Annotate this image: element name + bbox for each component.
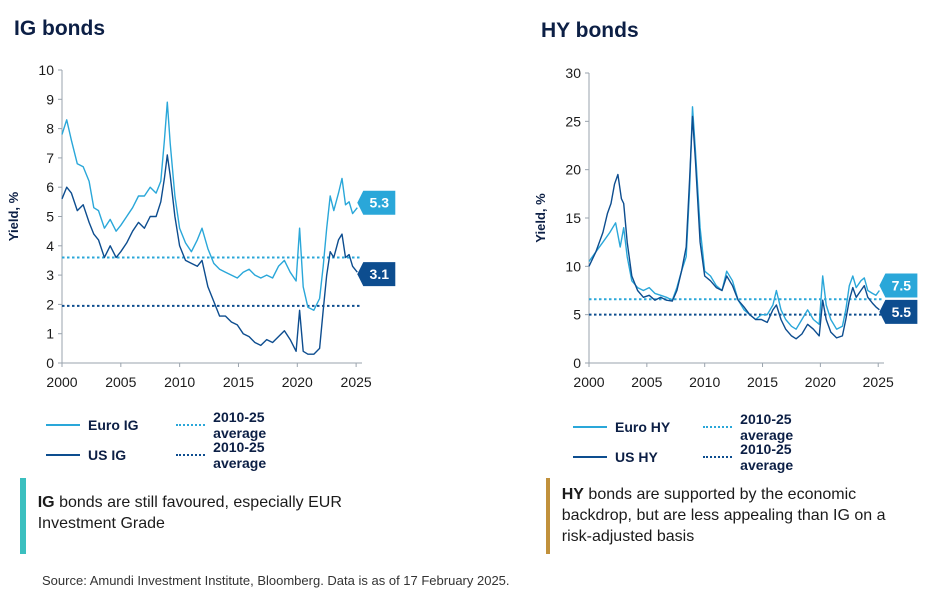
legend-swatch-us-hy — [573, 456, 607, 458]
legend-item-us-ig: US IG — [46, 447, 176, 463]
ig-y-tick-label: 4 — [46, 238, 54, 254]
legend-label-euro-hy-average: 2010-25 average — [740, 411, 794, 443]
ig-end-value-label-euro: 5.3 — [370, 195, 390, 211]
ig-legend: Euro IG 2010-25 average US IG 2010-25 av… — [46, 409, 306, 471]
ig-y-tick-label: 10 — [38, 62, 54, 78]
ig-x-tick-label: 2015 — [223, 374, 254, 390]
ig-y-axis-label: Yield, % — [6, 191, 21, 241]
legend-label-us-hy: US HY — [615, 449, 658, 465]
ig-y-tick-label: 7 — [46, 150, 54, 166]
hy-note-rest: bonds are supported by the economic back… — [561, 486, 886, 545]
hy-end-value-label-euro: 7.5 — [892, 278, 912, 294]
hy-x-tick-label: 2015 — [747, 374, 778, 390]
hy-legend: Euro HY 2010-25 average US HY 2010-25 av… — [573, 411, 833, 473]
hy-panel-title: HY bonds — [541, 19, 639, 42]
legend-swatch-euro-hy-average — [703, 426, 733, 428]
hy-y-axis-label: Yield, % — [533, 193, 548, 243]
ig-end-value-badge-us — [357, 262, 396, 287]
ig-x-tick-label: 2000 — [46, 374, 77, 390]
ig-note-rest: bonds are still favoured, especially EUR… — [37, 494, 342, 532]
hy-x-tick-label: 2000 — [573, 374, 604, 390]
legend-item-euro-hy-average: 2010-25 average — [703, 411, 833, 443]
ig-x-tick-label: 2010 — [164, 374, 195, 390]
ig-y-tick-label: 1 — [46, 326, 54, 342]
hy-end-value-badge-euro — [879, 273, 918, 298]
hy-y-tick-label: 0 — [573, 355, 581, 371]
legend-label-us-ig-average: 2010-25 average — [213, 439, 267, 471]
hy-x-tick-label: 2025 — [863, 374, 894, 390]
ig-note-bar — [20, 478, 26, 554]
legend-item-euro-ig-average: 2010-25 average — [176, 409, 306, 441]
ig-end-value-badge-euro — [357, 190, 396, 215]
legend-label-euro-ig-average: 2010-25 average — [213, 409, 267, 441]
hy-y-tick-label: 30 — [565, 65, 581, 81]
hy-end-value-badge-us — [879, 299, 918, 324]
ig-y-tick-label: 9 — [46, 91, 54, 107]
ig-x-tick-label: 2025 — [341, 374, 372, 390]
legend-label-euro-hy: Euro HY — [615, 419, 671, 435]
ig-y-tick-label: 8 — [46, 121, 54, 137]
legend-label-us-hy-average: 2010-25 average — [740, 441, 794, 473]
ig-y-tick-label: 6 — [46, 179, 54, 195]
legend-item-us-hy-average: 2010-25 average — [703, 441, 833, 473]
legend-swatch-euro-ig — [46, 424, 80, 426]
ig-y-tick-label: 5 — [46, 209, 54, 225]
legend-item-euro-hy: Euro HY — [573, 419, 703, 435]
hy-y-tick-label: 5 — [573, 307, 581, 323]
legend-item-euro-ig: Euro IG — [46, 417, 176, 433]
legend-item-us-ig-average: 2010-25 average — [176, 439, 306, 471]
hy-note-bar — [546, 478, 550, 554]
hy-note-text: HY bonds are supported by the economic b… — [562, 478, 916, 554]
legend-swatch-us-hy-average — [703, 456, 733, 458]
hy-series-line-euro — [588, 106, 880, 330]
ig-end-value-label-us: 3.1 — [370, 266, 390, 282]
legend-swatch-us-ig-average — [176, 454, 206, 456]
ig-panel-title: IG bonds — [14, 17, 105, 40]
hy-note-bold: HY — [561, 486, 584, 503]
ig-y-tick-label: 0 — [46, 355, 54, 371]
ig-y-tick-label: 2 — [46, 296, 54, 312]
hy-x-tick-label: 2010 — [689, 374, 720, 390]
hy-end-value-label-us: 5.5 — [892, 304, 912, 320]
hy-y-tick-label: 25 — [565, 113, 581, 129]
legend-swatch-us-ig — [46, 454, 80, 456]
hy-note: HY bonds are supported by the economic b… — [546, 478, 916, 554]
ig-series-line-euro — [61, 101, 358, 311]
source-footnote: Source: Amundi Investment Institute, Blo… — [42, 573, 510, 588]
ig-x-tick-label: 2005 — [105, 374, 136, 390]
legend-label-euro-ig: Euro IG — [88, 417, 139, 433]
hy-y-tick-label: 10 — [565, 258, 581, 274]
ig-series-line-us — [61, 154, 358, 355]
hy-y-tick-label: 15 — [565, 210, 581, 226]
ig-x-tick-label: 2020 — [282, 374, 313, 390]
ig-note-bold: IG — [37, 494, 55, 511]
ig-note: IG bonds are still favoured, especially … — [20, 478, 350, 554]
legend-swatch-euro-hy — [573, 426, 607, 428]
hy-x-tick-label: 2020 — [805, 374, 836, 390]
legend-item-us-hy: US HY — [573, 449, 703, 465]
ig-y-tick-label: 3 — [46, 267, 54, 283]
legend-label-us-ig: US IG — [88, 447, 127, 463]
hy-series-line-us — [588, 115, 880, 340]
legend-swatch-euro-ig-average — [176, 424, 206, 426]
hy-y-tick-label: 20 — [565, 162, 581, 178]
ig-note-text: IG bonds are still favoured, especially … — [38, 478, 350, 554]
hy-x-tick-label: 2005 — [631, 374, 662, 390]
